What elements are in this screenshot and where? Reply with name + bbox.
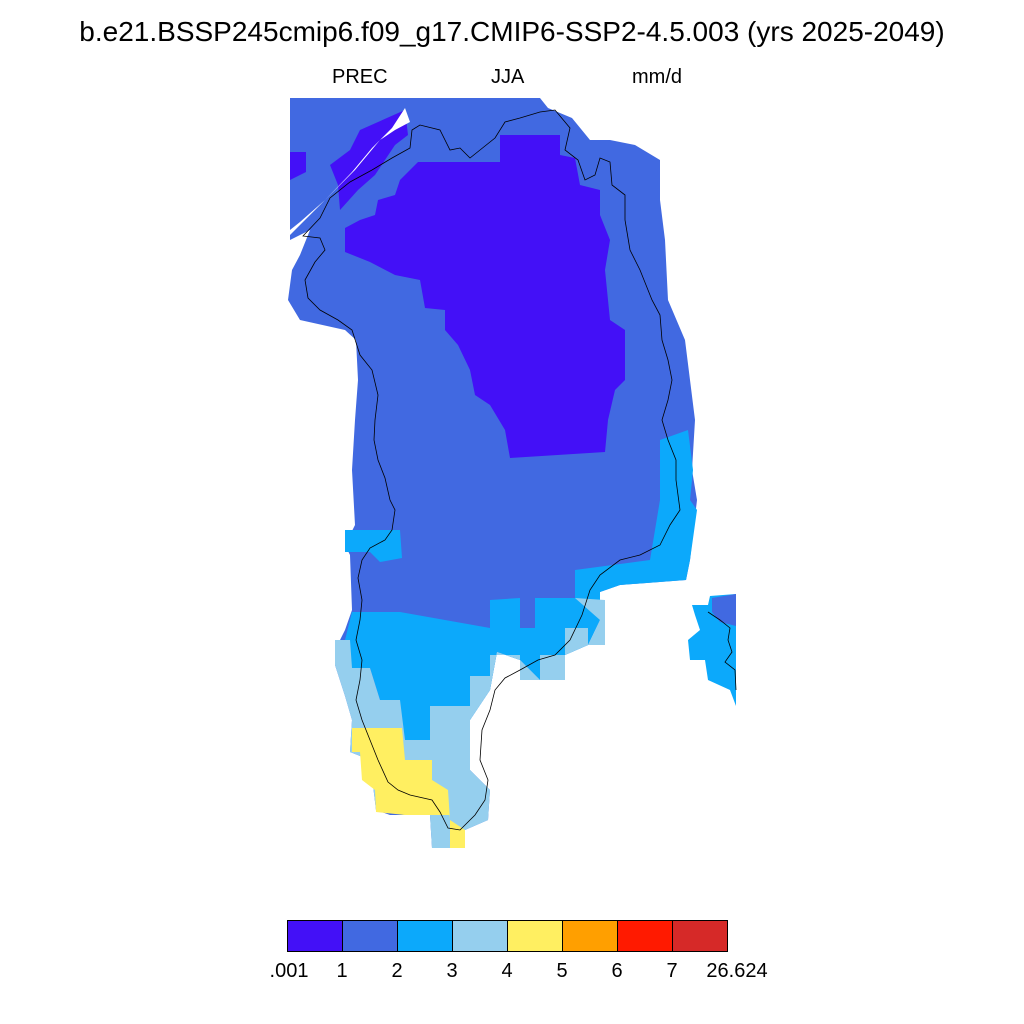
ocean-gap-nw: [290, 108, 410, 235]
colorbar-swatch: [397, 920, 453, 952]
region-4-5: [352, 728, 465, 848]
colorbar-swatch: [672, 920, 728, 952]
colorbar-tick-label: 5: [556, 960, 568, 982]
colorbar-swatch: [507, 920, 563, 952]
region-lt-1-nw: [330, 110, 408, 210]
colorbar-tick-label: 4: [501, 960, 513, 982]
colorbar-tick-label: 6: [611, 960, 623, 982]
colorbar-tick-label: 7: [666, 960, 678, 982]
colorbar-swatch: [617, 920, 673, 952]
colorbar-tick-label: 1: [336, 960, 348, 982]
colorbar-swatch: [562, 920, 618, 952]
region-east-island-core: [712, 594, 736, 626]
region-2-3: [345, 430, 697, 760]
colorbar-tick-label: .001: [269, 960, 309, 982]
colorbar-swatch: [342, 920, 398, 952]
season-label: JJA: [491, 66, 525, 88]
region-lt-1: [345, 135, 625, 458]
coastline: [302, 109, 681, 831]
colorbar-swatch: [452, 920, 508, 952]
colorbar-tick-label: 3: [446, 960, 458, 982]
coastline-east: [707, 611, 737, 691]
variable-label: PREC: [332, 66, 388, 88]
colorbar-tick-label: 2: [391, 960, 403, 982]
units-label: mm/d: [632, 66, 682, 88]
colorbar-swatch: [287, 920, 343, 952]
colorbar-tick-label: 26.624: [706, 960, 768, 982]
plot-title: b.e21.BSSP245cmip6.f09_g17.CMIP6-SSP2-4.…: [79, 16, 945, 47]
region-lt-1-nw2: [290, 152, 306, 180]
